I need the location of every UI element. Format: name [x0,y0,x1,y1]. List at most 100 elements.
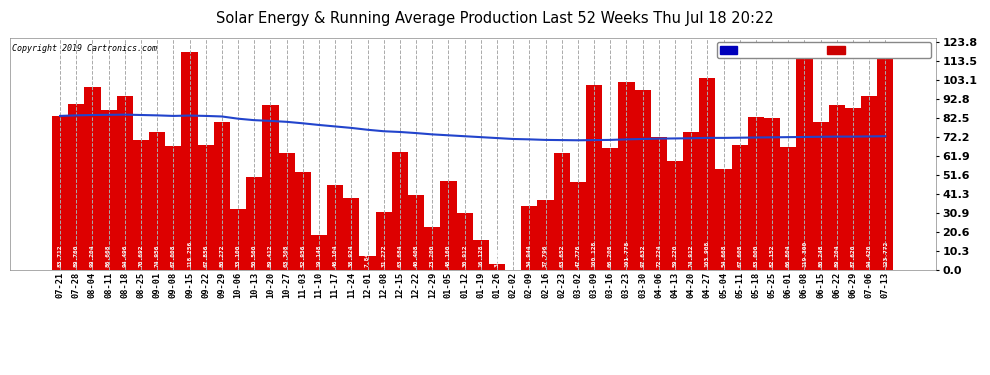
Bar [538,200,553,270]
Text: 63.652: 63.652 [559,245,564,267]
Bar [68,104,84,270]
Text: 89.204: 89.204 [835,245,840,267]
Bar [311,235,327,270]
Text: 100.128: 100.128 [592,241,597,267]
Bar [101,110,117,270]
Text: 119.300: 119.300 [802,241,807,267]
Text: 101.778: 101.778 [624,241,629,267]
Bar [198,145,214,270]
Bar [586,85,602,270]
Text: 80.248: 80.248 [818,245,823,267]
Text: 59.220: 59.220 [672,245,677,267]
Bar [635,90,650,270]
Text: 83.000: 83.000 [753,245,758,267]
Text: Solar Energy & Running Average Production Last 52 Weeks Thu Jul 18 20:22: Solar Energy & Running Average Productio… [216,11,774,26]
Text: 48.160: 48.160 [446,245,451,267]
Bar [84,87,101,270]
Text: 34.944: 34.944 [527,245,532,267]
Bar [716,169,732,270]
Text: 52.956: 52.956 [300,245,305,267]
Text: 94.420: 94.420 [866,245,872,267]
Text: 103.908: 103.908 [705,241,710,267]
Text: 3.012: 3.012 [494,249,500,267]
Text: Copyright 2019 Cartronics.com: Copyright 2019 Cartronics.com [12,45,156,54]
Text: 94.496: 94.496 [123,245,128,267]
Bar [327,185,344,270]
Text: 67.008: 67.008 [171,245,176,267]
Text: 74.912: 74.912 [689,245,694,267]
Text: 87.620: 87.620 [850,245,855,267]
Text: 63.684: 63.684 [397,245,402,267]
Bar [877,42,893,270]
Text: 47.776: 47.776 [575,245,580,267]
Bar [667,161,683,270]
Bar [456,213,473,270]
Bar [375,212,392,270]
Bar [133,140,149,270]
Text: 118.256: 118.256 [187,241,192,267]
Text: 123.772: 123.772 [883,241,888,267]
Text: 89.760: 89.760 [73,245,79,267]
Bar [683,132,699,270]
Text: 67.608: 67.608 [738,245,742,267]
Bar [489,264,505,270]
Bar [392,153,408,270]
Bar [844,108,861,270]
Text: 54.668: 54.668 [721,245,726,267]
Text: 19.148: 19.148 [317,245,322,267]
Text: 30.912: 30.912 [462,245,467,267]
Text: 16.128: 16.128 [478,245,483,267]
Text: 40.408: 40.408 [414,245,419,267]
Bar [780,147,796,270]
Bar [165,146,181,270]
Bar [181,52,198,270]
Text: 33.100: 33.100 [236,245,241,267]
Bar [699,78,716,270]
Bar [813,122,829,270]
Bar [553,153,570,270]
Bar [247,177,262,270]
Bar [295,172,311,270]
Bar [522,206,538,270]
Bar [230,209,247,270]
Bar [732,145,747,270]
Bar [424,227,441,270]
Text: 89.412: 89.412 [268,245,273,267]
Bar [214,122,230,270]
Legend: Average (kWh), Weekly  (kWh): Average (kWh), Weekly (kWh) [717,42,931,58]
Text: 80.272: 80.272 [220,245,225,267]
Text: 70.692: 70.692 [139,245,144,267]
Bar [829,105,844,270]
Bar [262,105,278,270]
Text: 82.152: 82.152 [769,245,774,267]
Text: 66.208: 66.208 [608,245,613,267]
Text: 38.924: 38.924 [348,245,353,267]
Bar [344,198,359,270]
Bar [278,153,295,270]
Text: 23.200: 23.200 [430,245,435,267]
Text: 50.560: 50.560 [251,245,256,267]
Bar [570,182,586,270]
Text: 31.272: 31.272 [381,245,386,267]
Text: 74.956: 74.956 [154,245,159,267]
Bar [602,148,619,270]
Bar [650,137,667,270]
Bar [117,96,133,270]
Bar [51,116,68,270]
Bar [149,132,165,270]
Bar [359,255,375,270]
Text: 99.204: 99.204 [90,245,95,267]
Bar [441,181,456,270]
Text: 46.104: 46.104 [333,245,338,267]
Text: 72.224: 72.224 [656,245,661,267]
Bar [619,82,635,270]
Text: 63.308: 63.308 [284,245,289,267]
Bar [861,96,877,270]
Bar [796,50,813,270]
Text: 83.712: 83.712 [57,245,62,267]
Text: 7.840: 7.840 [365,249,370,267]
Text: 97.632: 97.632 [641,245,645,267]
Bar [473,240,489,270]
Bar [747,117,764,270]
Text: 37.796: 37.796 [544,245,548,267]
